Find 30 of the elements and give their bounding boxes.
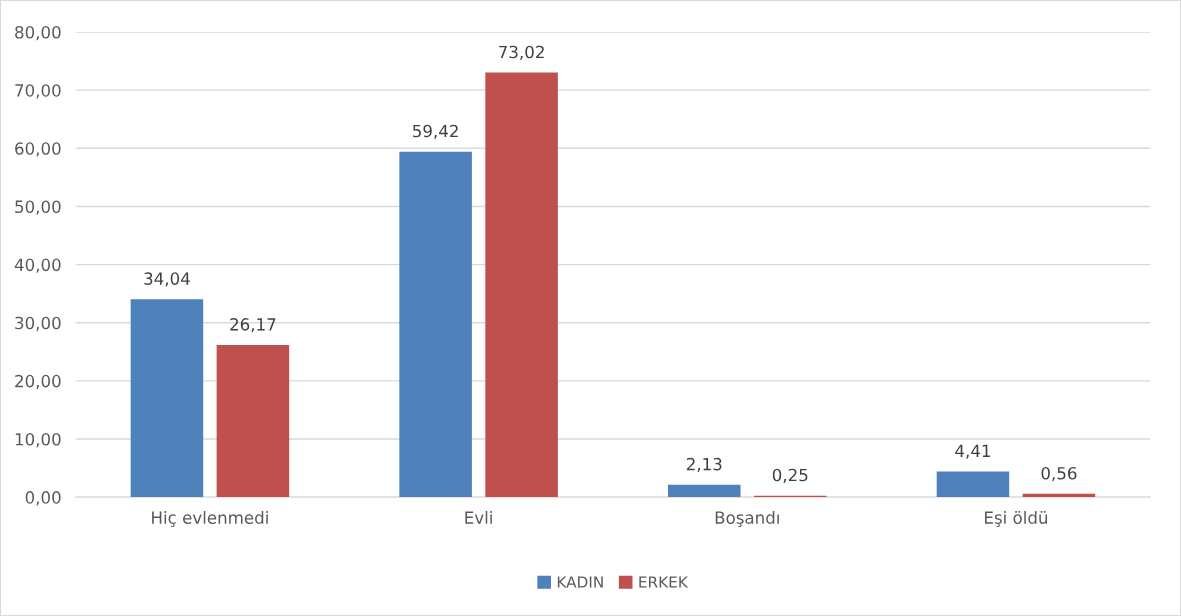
- data-label: 26,17: [230, 318, 276, 333]
- bar: [668, 484, 741, 498]
- y-tick-label: 80,00: [15, 25, 61, 41]
- y-tick-label: 0,00: [25, 491, 61, 506]
- bar: [130, 299, 204, 498]
- y-tick-label: 10,00: [15, 432, 61, 448]
- y-tick-label: 40,00: [14, 258, 61, 273]
- x-tick-label: Boşandı: [715, 511, 779, 527]
- x-tick-label: Hiç evlenmedi: [152, 511, 268, 527]
- data-label: 73,02: [499, 45, 544, 60]
- x-tick-label: Eşi öldü: [985, 511, 1047, 527]
- legend-label: ERKEK: [639, 576, 689, 588]
- data-label: 4,41: [955, 444, 990, 459]
- bar: [399, 151, 472, 498]
- data-label: 0,25: [772, 468, 808, 484]
- bar: [485, 72, 558, 498]
- y-tick-label: 20,00: [15, 374, 61, 390]
- y-tick-label: 70,00: [15, 84, 61, 99]
- data-label: 2,13: [686, 457, 722, 473]
- bar: [216, 344, 290, 498]
- data-label: 59,42: [413, 124, 458, 140]
- data-label: 0,56: [1041, 466, 1077, 482]
- bar: [1022, 493, 1096, 498]
- data-label: 34,04: [144, 272, 190, 287]
- y-tick-label: 60,00: [15, 142, 61, 157]
- legend-label: KADIN: [557, 576, 603, 588]
- x-tick-label: Evli: [465, 511, 492, 524]
- bar: [936, 471, 1010, 498]
- y-tick-label: 50,00: [15, 200, 61, 215]
- y-tick-label: 30,00: [15, 316, 61, 331]
